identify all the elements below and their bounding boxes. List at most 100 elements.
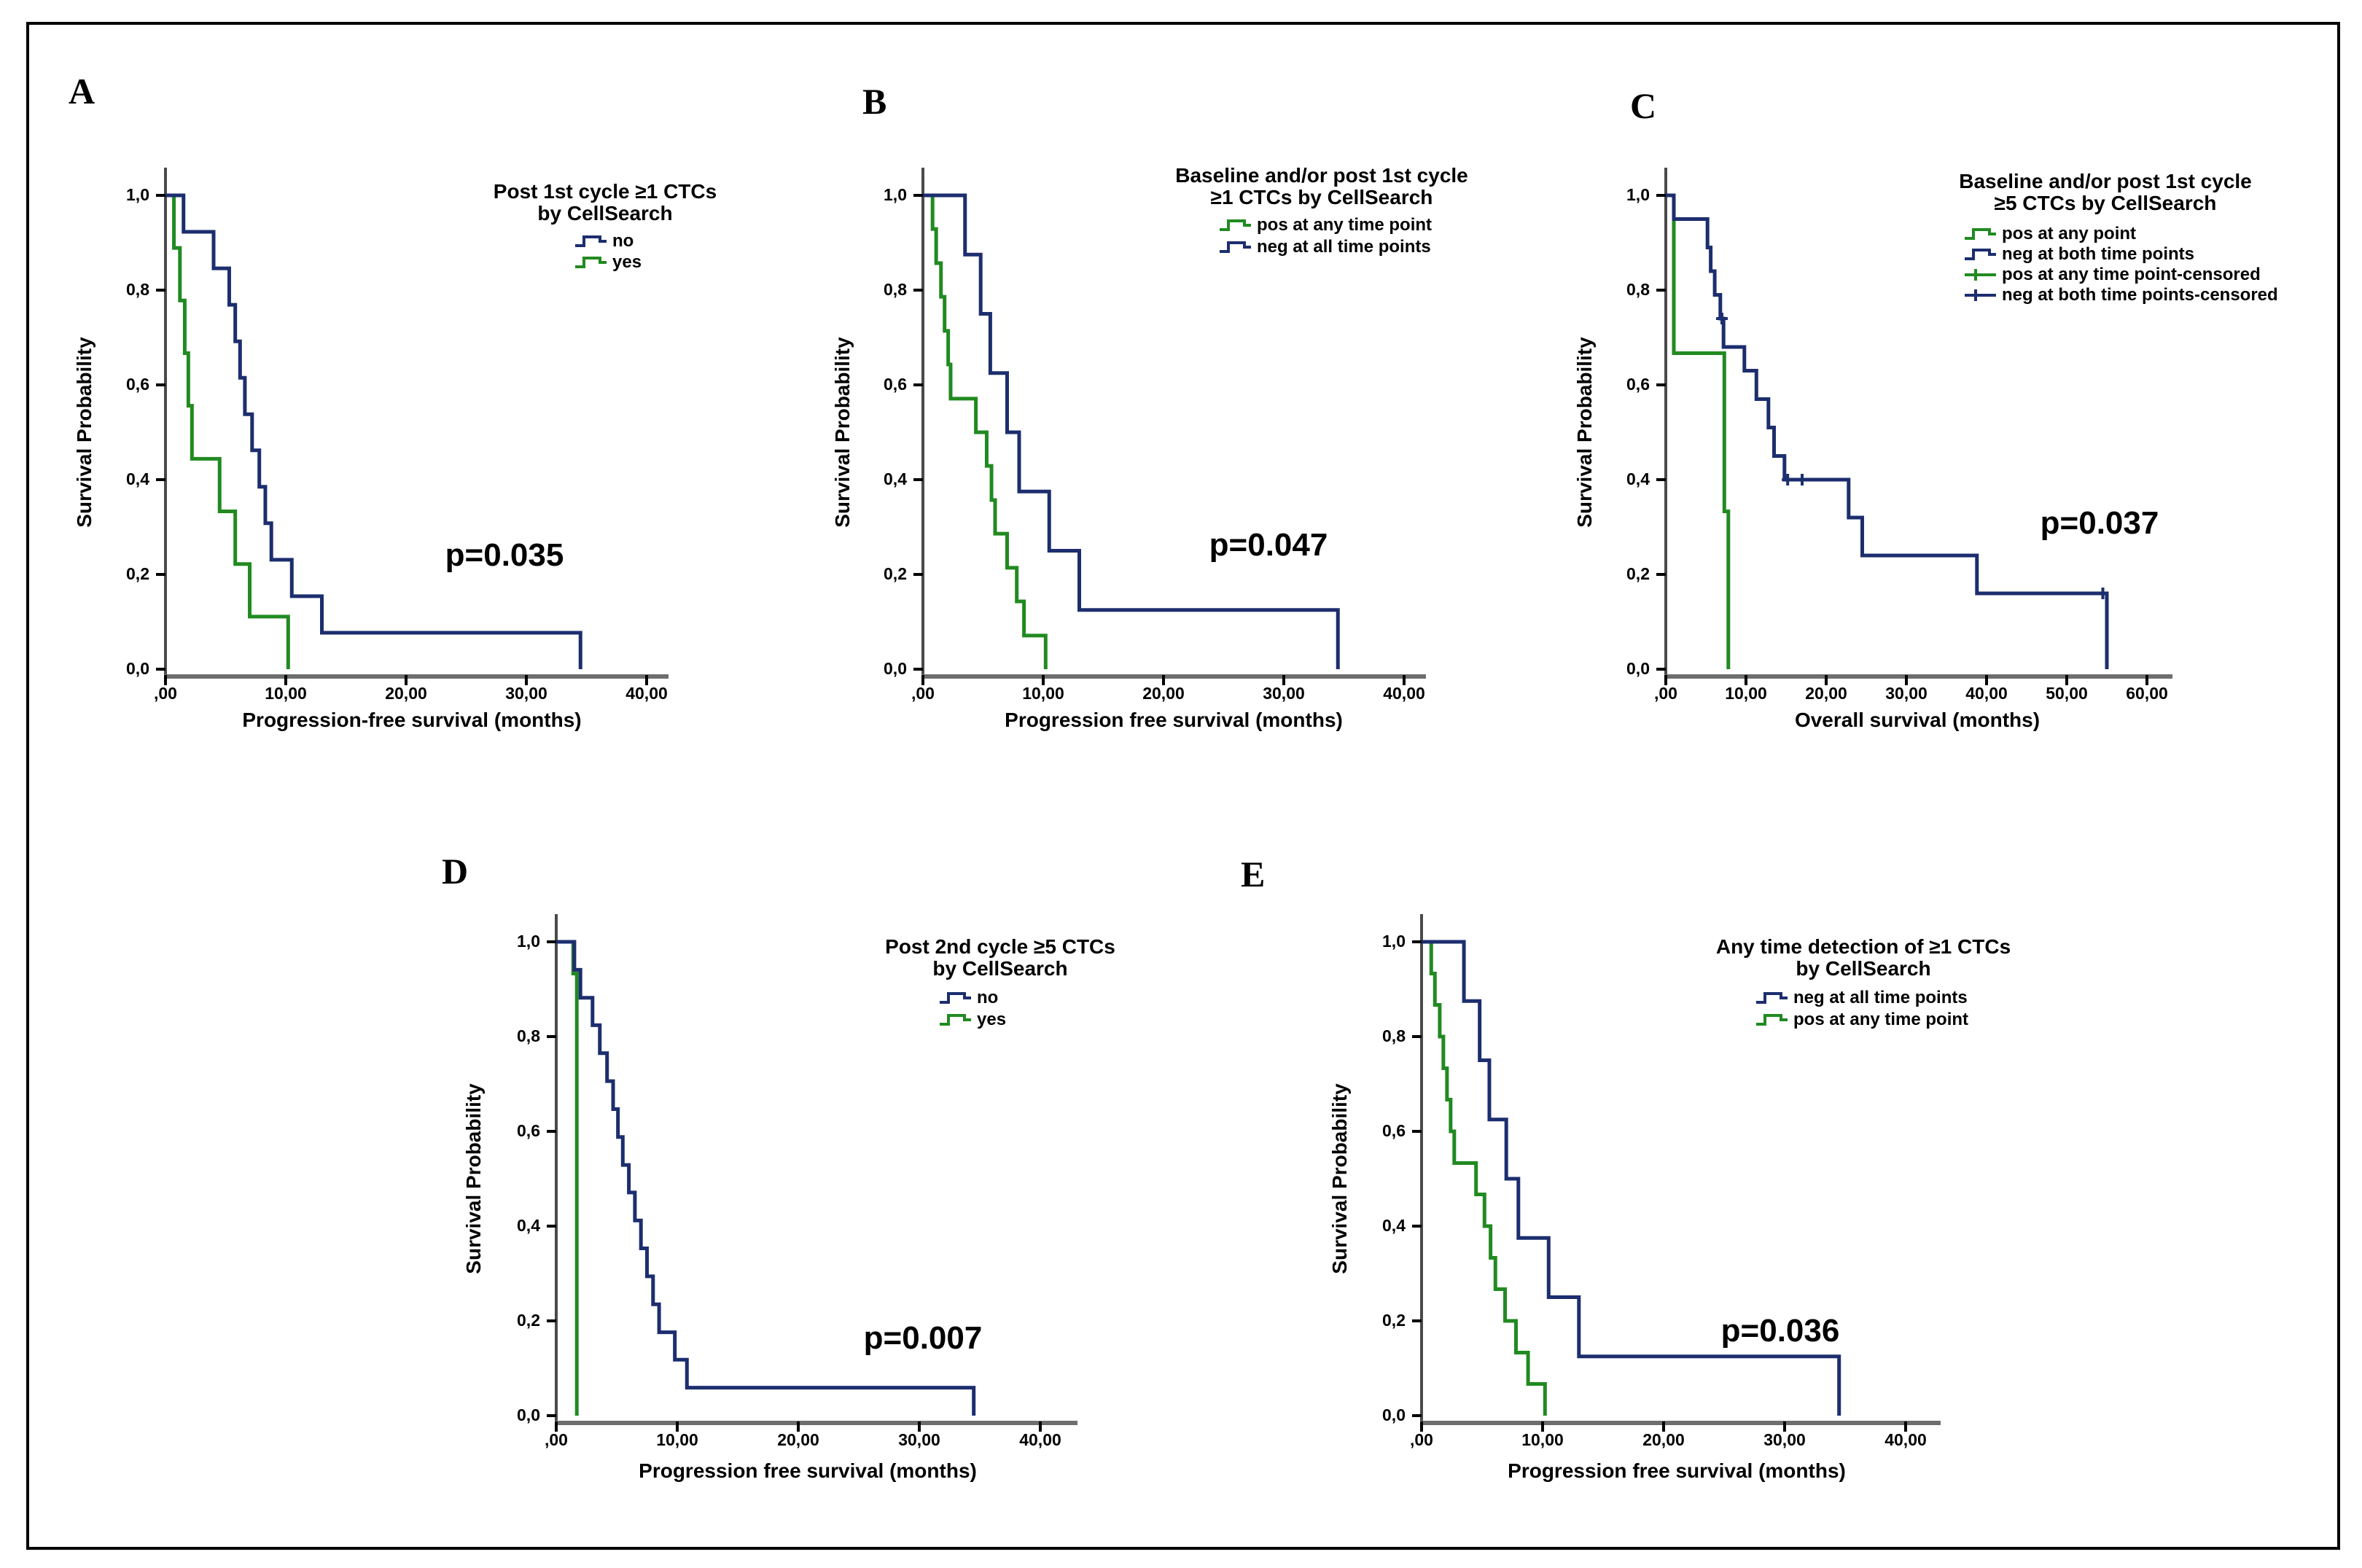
x-axis-title-D: Progression free survival (months)	[639, 1459, 977, 1482]
y-tick-label-D-2: 0,4	[517, 1216, 540, 1235]
y-tick-label-B-3: 0,6	[884, 375, 907, 394]
panel-C-plot	[1656, 168, 2172, 685]
legend-step-line-icon	[575, 235, 607, 247]
km-curve-B-1	[923, 193, 1340, 669]
panel-B-plot	[913, 168, 1426, 685]
y-tick-label-A-5: 1,0	[126, 185, 149, 204]
y-tick-label-C-5: 1,0	[1626, 185, 1650, 204]
x-tick-label-E-4: 40,00	[1884, 1430, 1927, 1449]
km-curve-D-0	[556, 940, 579, 1416]
km-curve-E-0	[1422, 940, 1547, 1416]
panel-C-title-line2: ≥5 CTCs by CellSearch	[1994, 192, 2217, 214]
legend-item-C-2: pos at any time point-censored	[1964, 265, 2261, 284]
y-tick-label-C-4: 0,8	[1626, 280, 1650, 299]
y-axis-title-C: Survival Probability	[1573, 337, 1596, 528]
x-tick-label-B-0: ,00	[911, 684, 935, 703]
legend-step-line-icon	[1220, 241, 1251, 253]
y-tick-label-C-1: 0,2	[1626, 564, 1650, 583]
panel-A-title: Post 1st cycle ≥1 CTCs by CellSearch	[494, 181, 717, 225]
km-curve-D-1	[556, 940, 976, 1416]
legend-item-E-1: pos at any time point	[1755, 1010, 1968, 1029]
panel-A-title-line1: Post 1st cycle ≥1 CTCs	[493, 180, 717, 203]
legend-censor-line-icon	[1965, 269, 1996, 281]
panel-E-title: Any time detection of ≥1 CTCs by CellSear…	[1716, 936, 2011, 980]
panel-C-title-line1: Baseline and/or post 1st cycle	[1959, 170, 2252, 192]
p-value-B: p=0.047	[1209, 527, 1328, 563]
legend-item-C-0: pos at any point	[1964, 225, 2136, 243]
panel-B-title-line1: Baseline and/or post 1st cycle	[1175, 164, 1468, 187]
legend-label: pos at any time point	[1793, 1010, 1969, 1029]
y-tick-label-E-3: 0,6	[1382, 1121, 1406, 1140]
km-curve-C-1	[1666, 193, 2109, 669]
y-tick-label-D-0: 0,0	[517, 1405, 540, 1424]
legend-step-line-icon	[1220, 219, 1251, 231]
x-tick-label-D-1: 10,00	[656, 1430, 698, 1449]
y-tick-label-C-0: 0,0	[1626, 659, 1650, 678]
x-tick-label-E-1: 10,00	[1521, 1430, 1564, 1449]
x-tick-label-C-4: 40,00	[1965, 684, 2008, 703]
panel-B-title: Baseline and/or post 1st cycle ≥1 CTCs by…	[1175, 165, 1468, 208]
panel-A-title-line2: by CellSearch	[537, 202, 673, 225]
y-tick-label-E-2: 0,4	[1382, 1216, 1406, 1235]
x-tick-label-C-2: 20,00	[1805, 684, 1847, 703]
y-tick-label-E-1: 0,2	[1382, 1311, 1406, 1330]
x-tick-label-A-1: 10,00	[265, 684, 307, 703]
x-tick-label-A-4: 40,00	[625, 684, 668, 703]
x-axis-title-C: Overall survival (months)	[1794, 709, 2041, 731]
p-value-A: p=0.035	[445, 537, 564, 573]
panel-D-title-line1: Post 2nd cycle ≥5 CTCs	[885, 935, 1115, 958]
legend-label: yes	[977, 1010, 1007, 1029]
x-tick-label-B-4: 40,00	[1383, 684, 1425, 703]
legend-label: yes	[612, 252, 642, 272]
y-axis-title-A: Survival Probability	[73, 337, 96, 528]
legend-label: no	[977, 988, 999, 1007]
x-tick-label-D-2: 20,00	[777, 1430, 819, 1449]
legend-item-C-1: neg at both time points	[1964, 245, 2194, 264]
panel-D-title-line2: by CellSearch	[932, 957, 1068, 980]
legend-censor-line-icon	[1965, 289, 1996, 301]
panel-C-title: Baseline and/or post 1st cycle ≥5 CTCs by…	[1959, 171, 2252, 214]
y-tick-label-B-5: 1,0	[884, 185, 907, 204]
legend-label: neg at both time points-censored	[2002, 285, 2278, 305]
y-tick-label-B-1: 0,2	[884, 564, 907, 583]
legend-item-D-0: no	[939, 988, 998, 1007]
x-tick-label-C-0: ,00	[1654, 684, 1677, 703]
km-curve-B-0	[923, 193, 1048, 669]
y-tick-label-A-3: 0,6	[126, 375, 149, 394]
y-tick-label-E-5: 1,0	[1382, 932, 1406, 951]
legend-label: pos at any time point-censored	[2002, 265, 2261, 284]
y-tick-label-E-4: 0,8	[1382, 1026, 1406, 1045]
x-tick-label-E-0: ,00	[1410, 1430, 1433, 1449]
panel-letter-A: A	[69, 71, 96, 112]
y-tick-label-C-2: 0,4	[1626, 469, 1650, 488]
legend-label: pos at any time point	[1257, 215, 1433, 235]
y-axis-title-E: Survival Probability	[1328, 1083, 1351, 1274]
x-tick-label-B-2: 20,00	[1142, 684, 1185, 703]
x-tick-label-E-3: 30,00	[1763, 1430, 1806, 1449]
x-tick-label-D-4: 40,00	[1019, 1430, 1061, 1449]
legend-item-D-1: yes	[939, 1010, 1006, 1029]
legend-item-A-1: yes	[574, 253, 642, 272]
y-axis-title-B: Survival Probability	[831, 337, 854, 528]
x-axis-title-A: Progression-free survival (months)	[242, 709, 582, 731]
panel-E-title-line1: Any time detection of ≥1 CTCs	[1715, 935, 2011, 958]
panel-D-plot	[547, 914, 1077, 1432]
y-tick-label-D-5: 1,0	[517, 932, 540, 951]
km-curve-A-0	[165, 193, 290, 669]
legend-item-C-3: neg at both time points-censored	[1964, 286, 2278, 305]
legend-label: pos at any point	[2002, 224, 2137, 243]
legend-label: neg at all time points	[1793, 988, 1968, 1007]
km-curve-E-1	[1422, 940, 1841, 1416]
y-tick-label-A-0: 0,0	[126, 659, 149, 678]
legend-label: neg at both time points	[2002, 244, 2194, 264]
panel-letter-E: E	[1241, 854, 1266, 894]
p-value-D: p=0.007	[863, 1320, 983, 1356]
panel-letter-D: D	[442, 851, 469, 892]
y-tick-label-E-0: 0,0	[1382, 1405, 1406, 1424]
legend-item-A-0: no	[574, 232, 634, 251]
panel-letter-C: C	[1630, 85, 1657, 126]
panel-B-title-line2: ≥1 CTCs by CellSearch	[1210, 186, 1433, 208]
x-tick-label-B-3: 30,00	[1263, 684, 1305, 703]
